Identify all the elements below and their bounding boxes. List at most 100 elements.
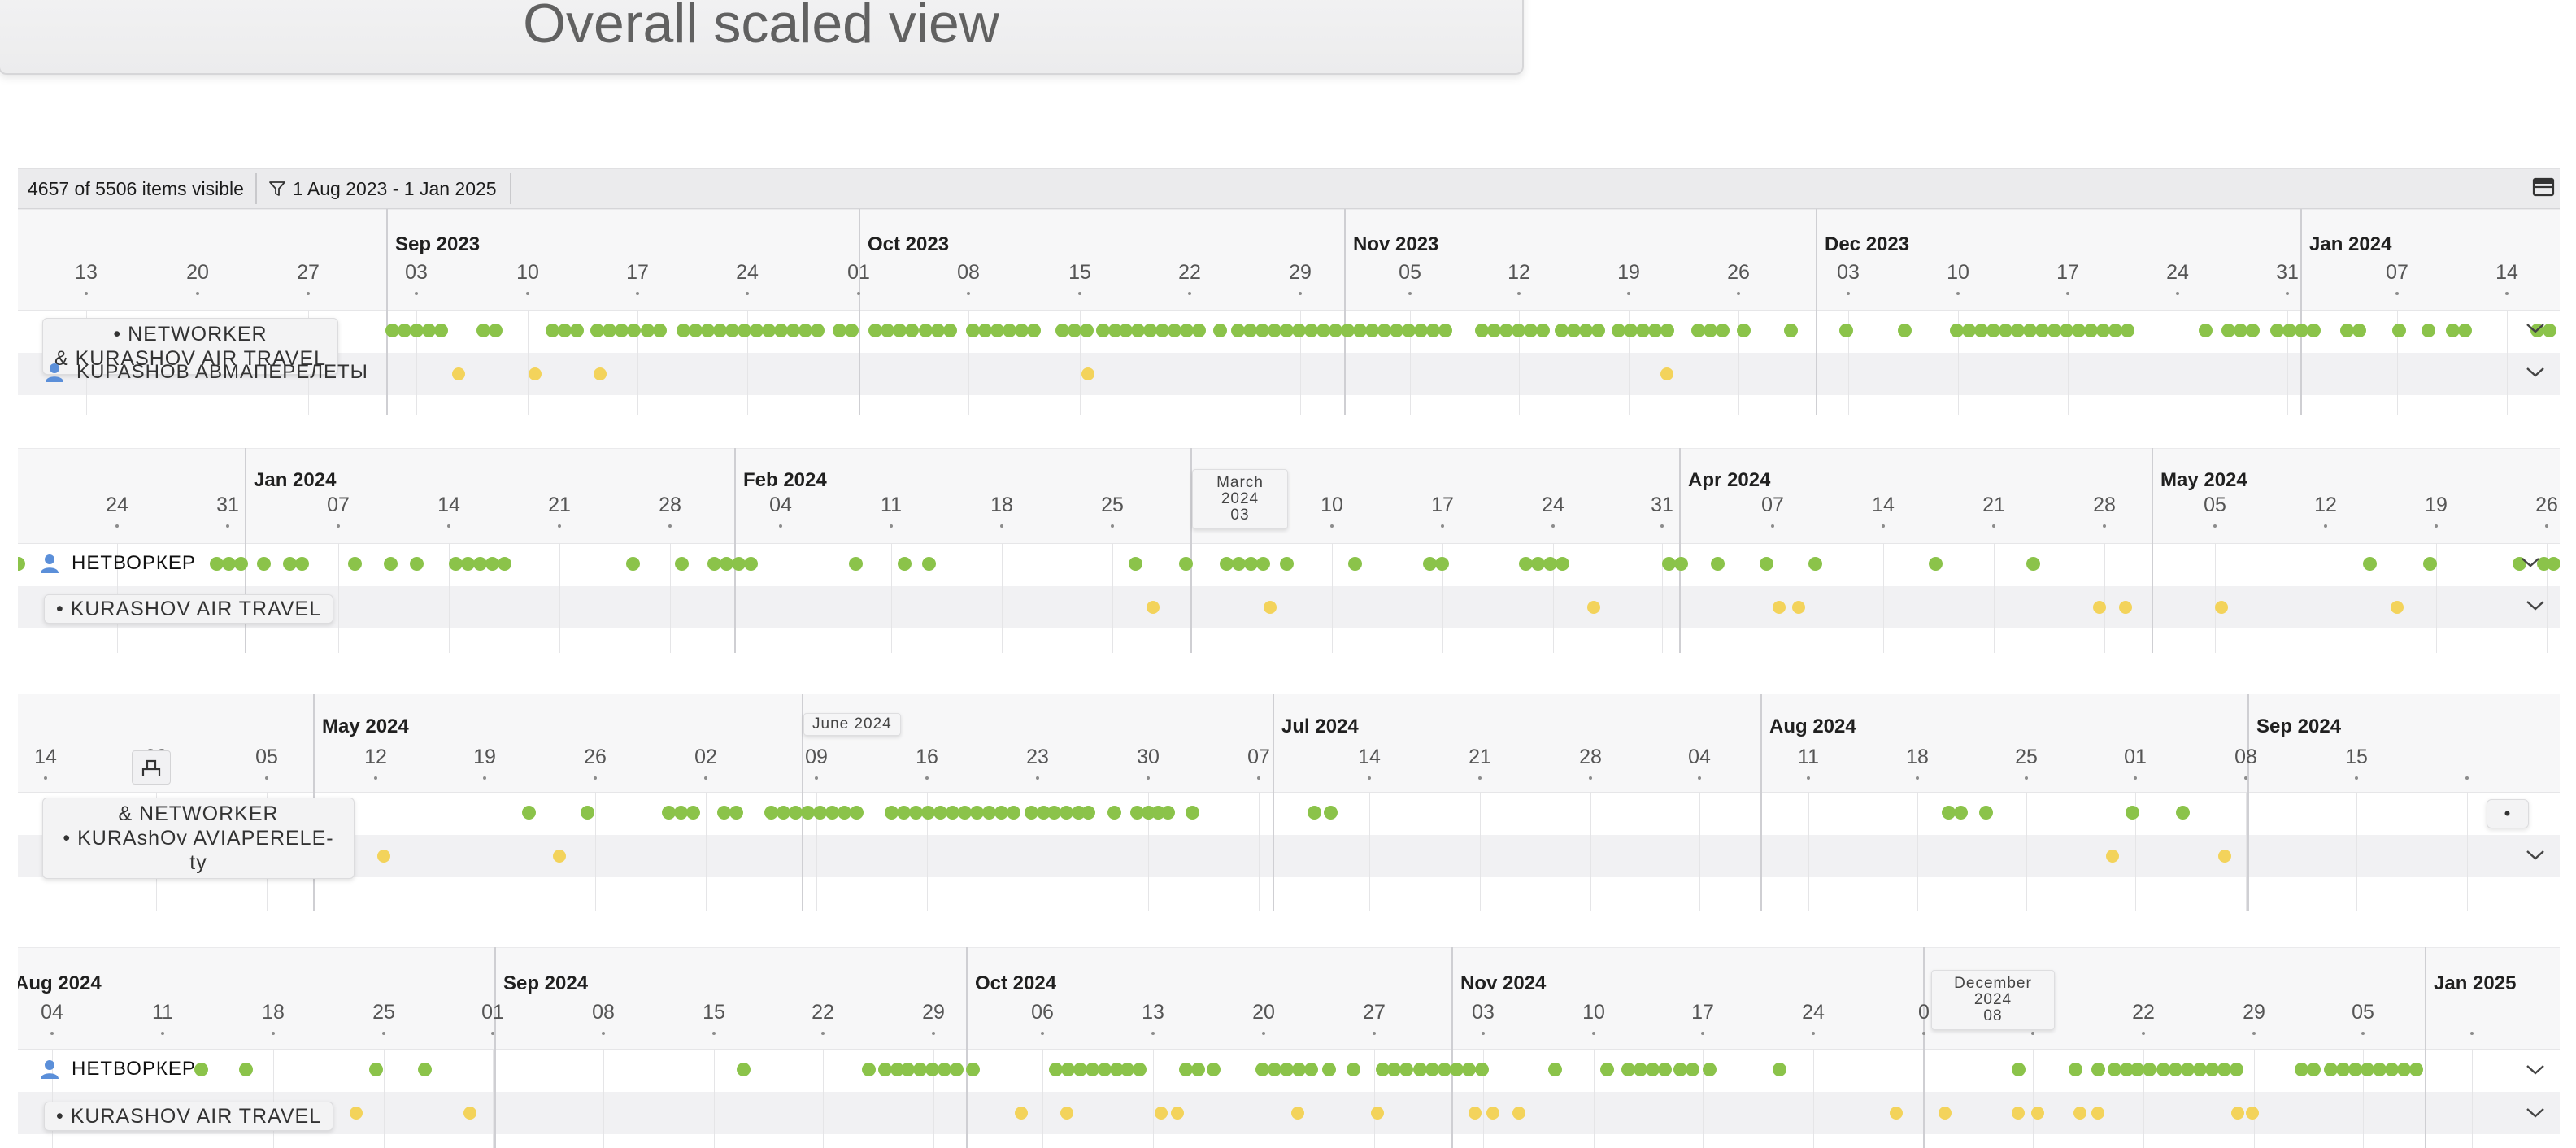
event-dot[interactable] [1047, 806, 1061, 820]
event-dot[interactable] [2120, 1063, 2134, 1076]
event-dot[interactable] [350, 1107, 363, 1120]
event-dot[interactable] [2218, 850, 2231, 863]
event-dot[interactable] [1587, 601, 1600, 614]
event-dot[interactable] [2143, 1063, 2156, 1076]
event-dot[interactable] [581, 806, 594, 820]
event-dot[interactable] [1027, 324, 1041, 337]
event-dot[interactable] [283, 557, 297, 571]
event-dot[interactable] [1280, 324, 1294, 337]
event-dot[interactable] [1792, 601, 1805, 614]
event-dot[interactable] [463, 1107, 476, 1120]
event-dot[interactable] [845, 324, 859, 337]
event-dot[interactable] [1268, 324, 1281, 337]
event-dot[interactable] [675, 557, 689, 571]
event-dot[interactable] [2543, 324, 2556, 337]
event-dot[interactable] [938, 1063, 951, 1076]
row-label-card[interactable]: & NETWORKER • KURAshOv AVIAPERELE- ty [42, 798, 355, 879]
event-dot[interactable] [1015, 1107, 1028, 1120]
event-dot[interactable] [1376, 1063, 1390, 1076]
event-dot[interactable] [2199, 324, 2213, 337]
event-dot[interactable] [1939, 1107, 1952, 1120]
event-dot[interactable] [1304, 324, 1318, 337]
event-dot[interactable] [1179, 1063, 1193, 1076]
event-dot[interactable] [1143, 324, 1157, 337]
expand-row-button[interactable] [2526, 1064, 2545, 1080]
event-dot[interactable] [1555, 324, 1569, 337]
event-dot[interactable] [641, 324, 655, 337]
event-dot[interactable] [1120, 1063, 1134, 1076]
event-dot[interactable] [1890, 1107, 1903, 1120]
event-dot[interactable] [931, 324, 945, 337]
event-dot[interactable] [933, 806, 947, 820]
event-dot[interactable] [2446, 324, 2460, 337]
event-dot[interactable] [789, 806, 803, 820]
event-dot[interactable] [777, 806, 790, 820]
event-dot[interactable] [921, 806, 935, 820]
event-dot[interactable] [662, 806, 676, 820]
event-dot[interactable] [862, 1063, 876, 1076]
event-dot[interactable] [369, 1063, 383, 1076]
event-dot[interactable] [2126, 806, 2139, 820]
event-dot[interactable] [2231, 1107, 2244, 1120]
row-label-networker[interactable]: НЕТВОРКЕР [39, 1058, 196, 1081]
event-dot[interactable] [384, 557, 398, 571]
event-dot[interactable] [1130, 806, 1144, 820]
event-dot[interactable] [1974, 324, 1988, 337]
event-dot[interactable] [1773, 601, 1786, 614]
event-dot[interactable] [2246, 1107, 2259, 1120]
event-dot[interactable] [2385, 1063, 2399, 1076]
event-dot[interactable] [627, 324, 641, 337]
event-dot[interactable] [1435, 557, 1449, 571]
event-dot[interactable] [677, 324, 690, 337]
event-dot[interactable] [2176, 806, 2190, 820]
event-dot[interactable] [717, 806, 731, 820]
event-dot[interactable] [674, 806, 688, 820]
event-dot[interactable] [850, 806, 864, 820]
expand-row-button[interactable] [2526, 850, 2545, 865]
event-dot[interactable] [1600, 1063, 1614, 1076]
event-dot[interactable] [398, 324, 411, 337]
event-dot[interactable] [2012, 1063, 2026, 1076]
event-dot[interactable] [1954, 806, 1968, 820]
event-dot[interactable] [2307, 1063, 2321, 1076]
event-dot[interactable] [1096, 324, 1110, 337]
event-dot[interactable] [1292, 324, 1306, 337]
event-dot[interactable] [1081, 367, 1094, 380]
event-dot[interactable] [970, 806, 984, 820]
event-dot[interactable] [1399, 1063, 1413, 1076]
event-dot[interactable] [234, 557, 248, 571]
event-dot[interactable] [1716, 324, 1730, 337]
event-dot[interactable] [529, 367, 542, 380]
event-dot[interactable] [801, 806, 815, 820]
event-dot[interactable] [798, 324, 812, 337]
event-dot[interactable] [2084, 324, 2098, 337]
event-dot[interactable] [1548, 1063, 1562, 1076]
event-dot[interactable] [1475, 1063, 1489, 1076]
event-dot[interactable] [210, 557, 224, 571]
event-dot[interactable] [2011, 324, 2025, 337]
event-dot[interactable] [1929, 557, 1943, 571]
event-dot[interactable] [1660, 324, 1674, 337]
event-dot[interactable] [1068, 324, 1081, 337]
event-dot[interactable] [1180, 324, 1194, 337]
event-dot[interactable] [1543, 557, 1557, 571]
event-dot[interactable] [1291, 1107, 1304, 1120]
event-dot[interactable] [2023, 324, 2037, 337]
event-dot[interactable] [750, 324, 764, 337]
event-dot[interactable] [2047, 324, 2061, 337]
event-dot[interactable] [1192, 324, 1206, 337]
date-filter-button[interactable]: 1 Aug 2023 - 1 Jan 2025 [257, 173, 511, 204]
event-dot[interactable] [1413, 1063, 1427, 1076]
event-dot[interactable] [838, 806, 851, 820]
event-dot[interactable] [1487, 324, 1501, 337]
event-dot[interactable] [1536, 324, 1550, 337]
event-dot[interactable] [2295, 1063, 2308, 1076]
event-dot[interactable] [1119, 324, 1133, 337]
event-dot[interactable] [1839, 324, 1853, 337]
event-dot[interactable] [1760, 557, 1773, 571]
event-dot[interactable] [2352, 324, 2366, 337]
event-dot[interactable] [434, 324, 448, 337]
event-dot[interactable] [2246, 324, 2260, 337]
event-dot[interactable] [222, 557, 236, 571]
event-dot[interactable] [1060, 806, 1073, 820]
